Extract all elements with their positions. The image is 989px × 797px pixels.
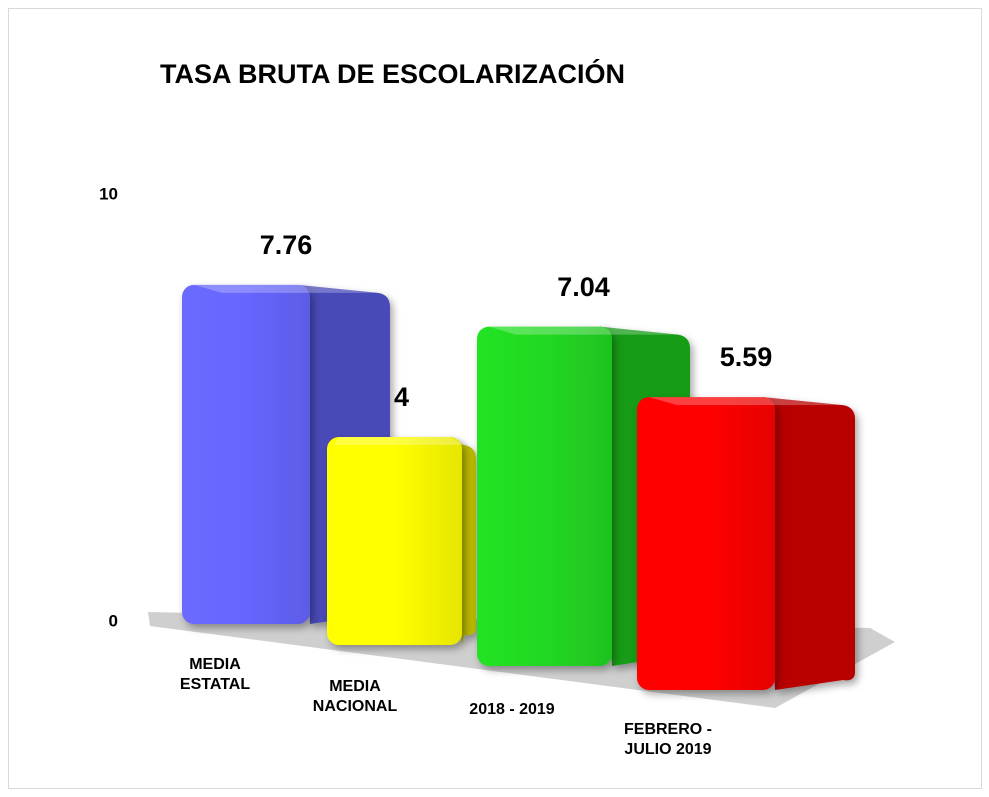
bar-top-highlight bbox=[489, 326, 678, 335]
bar bbox=[477, 326, 612, 666]
bar bbox=[637, 397, 775, 690]
bar bbox=[182, 284, 310, 624]
x-tick-label: 2018 - 2019 bbox=[469, 701, 555, 718]
y-tick-label: 10 bbox=[99, 184, 118, 203]
chart-frame bbox=[8, 8, 982, 789]
bar-top-highlight bbox=[194, 284, 378, 293]
x-tick-label: MEDIA NACIONAL bbox=[312, 678, 398, 715]
bar bbox=[327, 437, 462, 645]
value-label: 7.76 bbox=[260, 230, 313, 260]
chart-title: TASA BRUTA DE ESCOLARIZACIÓN bbox=[160, 58, 625, 89]
y-tick-label: 0 bbox=[109, 611, 118, 630]
value-label: 5.59 bbox=[720, 342, 773, 372]
bar-side bbox=[763, 397, 855, 690]
bar-top-highlight bbox=[334, 437, 464, 445]
bar-top-highlight bbox=[649, 397, 843, 406]
x-tick-label: MEDIA ESTATAL bbox=[179, 656, 251, 693]
value-label: 4 bbox=[394, 382, 409, 412]
value-label: 7.04 bbox=[557, 272, 610, 302]
x-tick-label: FEBRERO - JULIO 2019 bbox=[624, 721, 712, 758]
